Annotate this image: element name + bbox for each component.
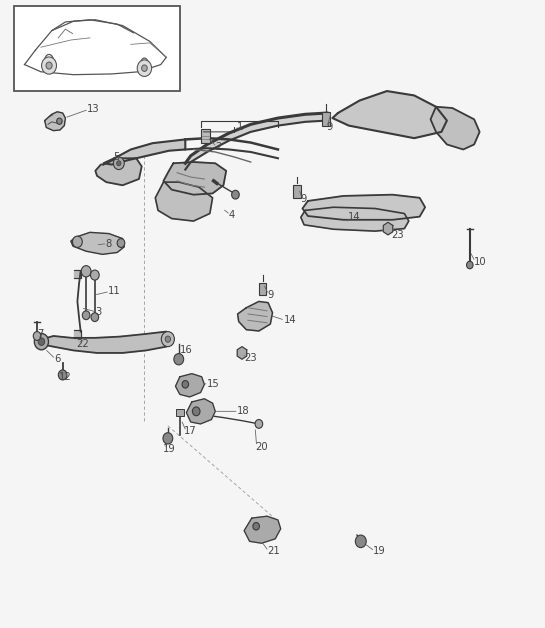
Circle shape [38, 338, 45, 345]
Polygon shape [175, 374, 204, 397]
Text: 23: 23 [391, 230, 404, 241]
Text: 16: 16 [180, 345, 192, 355]
Text: 6: 6 [54, 354, 61, 364]
Circle shape [192, 407, 200, 416]
Bar [14, 6, 180, 91]
Bar [293, 185, 301, 198]
Polygon shape [185, 113, 327, 170]
Text: 14: 14 [348, 212, 360, 222]
Text: 19: 19 [162, 444, 175, 454]
Text: 23: 23 [244, 353, 257, 363]
Polygon shape [332, 91, 447, 138]
Text: 2: 2 [215, 142, 222, 152]
Polygon shape [45, 112, 65, 131]
Text: 5: 5 [113, 152, 120, 162]
Bar [322, 112, 330, 126]
Text: 10: 10 [474, 257, 487, 267]
Circle shape [81, 266, 91, 277]
Circle shape [142, 65, 147, 72]
Circle shape [174, 354, 184, 365]
Polygon shape [74, 330, 81, 338]
Circle shape [255, 420, 263, 428]
Polygon shape [383, 222, 393, 235]
Text: 9: 9 [267, 290, 274, 300]
Text: 9: 9 [326, 122, 332, 132]
Circle shape [117, 239, 125, 247]
Text: 4: 4 [229, 210, 235, 220]
Polygon shape [41, 332, 172, 353]
Bar [201, 129, 210, 143]
Text: 21: 21 [267, 546, 280, 556]
Polygon shape [238, 301, 272, 331]
Circle shape [90, 270, 99, 280]
Circle shape [33, 332, 41, 340]
Polygon shape [244, 516, 281, 543]
Polygon shape [186, 399, 215, 424]
Text: 22: 22 [76, 339, 89, 349]
Circle shape [467, 261, 473, 269]
Polygon shape [301, 207, 409, 231]
Circle shape [58, 370, 67, 380]
Text: 14: 14 [283, 315, 296, 325]
Circle shape [117, 161, 121, 166]
Text: 12: 12 [59, 372, 71, 382]
Circle shape [57, 118, 62, 124]
Polygon shape [71, 232, 124, 254]
Circle shape [72, 236, 82, 247]
Text: 19: 19 [373, 546, 386, 556]
Circle shape [46, 62, 52, 69]
Text: 3: 3 [95, 307, 101, 317]
Polygon shape [95, 158, 142, 185]
Circle shape [82, 311, 90, 320]
Text: 15: 15 [207, 379, 220, 389]
Circle shape [165, 336, 171, 342]
Polygon shape [302, 195, 425, 220]
Text: 11: 11 [108, 286, 120, 296]
Polygon shape [237, 347, 247, 359]
Circle shape [163, 433, 173, 444]
Text: 8: 8 [105, 239, 111, 249]
Polygon shape [155, 182, 213, 221]
Circle shape [232, 190, 239, 199]
Bar [259, 283, 266, 295]
Circle shape [34, 333, 49, 350]
Text: 9: 9 [301, 194, 307, 204]
Polygon shape [164, 162, 226, 195]
Circle shape [355, 535, 366, 548]
Circle shape [113, 157, 124, 170]
Text: 18: 18 [237, 406, 250, 416]
Bar [176, 409, 184, 416]
Polygon shape [431, 107, 480, 149]
Polygon shape [104, 139, 185, 165]
Circle shape [161, 332, 174, 347]
Text: 17: 17 [184, 426, 197, 436]
Circle shape [182, 381, 189, 388]
Text: 7: 7 [37, 329, 44, 339]
Polygon shape [74, 270, 81, 278]
Circle shape [91, 313, 99, 322]
Text: 20: 20 [255, 441, 268, 452]
Circle shape [137, 60, 152, 77]
Text: 1: 1 [237, 122, 244, 132]
Text: 13: 13 [87, 104, 100, 114]
Circle shape [41, 57, 57, 74]
Circle shape [253, 522, 259, 530]
